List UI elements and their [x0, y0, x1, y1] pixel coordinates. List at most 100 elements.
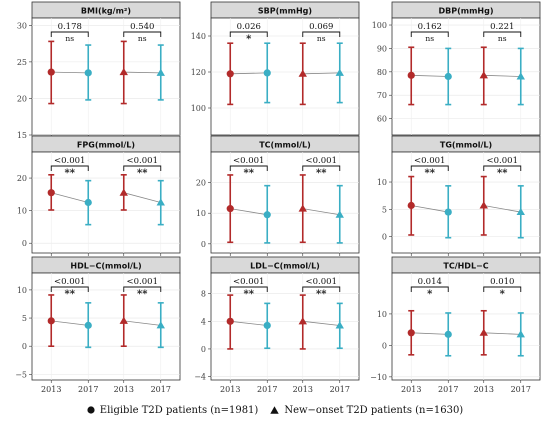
p-value-label: <0.001 — [54, 156, 85, 166]
p-value-label: <0.001 — [414, 156, 445, 166]
mean-point-triangle — [156, 68, 165, 76]
circle-marker-icon — [87, 406, 95, 414]
mean-point-circle — [47, 189, 55, 197]
mean-connector — [302, 208, 340, 216]
legend: Eligible T2D patients (n=1981) New−onset… — [0, 400, 550, 420]
mean-point-triangle — [119, 316, 128, 324]
significance-bracket — [410, 165, 449, 171]
mean-point-circle — [226, 317, 234, 325]
significance-bracket — [302, 31, 341, 37]
y-tick-label: 120 — [191, 68, 206, 77]
significance-label: ** — [137, 168, 148, 179]
legend-item-new-onset: New−onset T2D patients (n=1630) — [270, 405, 463, 416]
y-tick-label: 80 — [377, 68, 387, 77]
p-value-label: 0.026 — [237, 22, 261, 32]
mean-connector — [51, 320, 89, 326]
y-tick-label: 8 — [201, 290, 206, 299]
panel-title: TC(mmol/L) — [259, 141, 311, 150]
mean-connector — [411, 74, 449, 77]
y-tick-label: 10 — [17, 207, 27, 216]
mean-point-circle — [226, 205, 234, 213]
significance-label: * — [500, 289, 506, 300]
mean-point-circle — [84, 198, 92, 207]
y-tick-label: 20 — [17, 94, 27, 103]
y-tick-label: 15 — [17, 131, 27, 140]
significance-bracket — [229, 286, 268, 292]
mean-connector — [230, 320, 268, 326]
y-tick-label: 20 — [196, 179, 206, 188]
y-tick-label: 20 — [17, 174, 27, 183]
significance-bracket — [302, 165, 341, 171]
panel-5: TG(mmol/L) 0 5 10 <0.001 ** <0.001 ** — [377, 135, 541, 256]
panel-6: HDL−C(mmol/L) −5 0 5 10 2013 2017 2013 2017 <0.00… — [15, 256, 181, 394]
mean-point-circle — [263, 211, 271, 219]
panel-1: SBP(mmHg) 100 120 140 0.026 * 0.069 ns — [191, 1, 360, 138]
y-tick-label: 0 — [382, 341, 387, 350]
mean-connector — [302, 320, 340, 326]
mean-point-triangle — [479, 201, 488, 209]
y-tick-label: 60 — [377, 115, 387, 124]
mean-point-circle — [226, 70, 234, 78]
y-tick-label: 5 — [382, 205, 387, 214]
mean-point-triangle — [156, 321, 165, 329]
significance-bracket — [123, 286, 162, 292]
y-tick-label: 0 — [201, 345, 206, 354]
p-value-label: <0.001 — [306, 156, 337, 166]
mean-point-triangle — [479, 328, 488, 336]
plot-area — [210, 17, 360, 136]
y-tick-label: 0 — [201, 240, 206, 249]
plot-area — [31, 17, 181, 136]
p-value-label: <0.001 — [233, 156, 264, 166]
p-value-label: 0.010 — [490, 277, 514, 287]
mean-point-triangle — [119, 188, 128, 196]
mean-point-circle — [407, 201, 415, 210]
mean-point-triangle — [298, 317, 307, 325]
panel-title: HDL−C(mmol/L) — [70, 262, 141, 271]
x-tick-label: 2013 — [401, 385, 421, 394]
y-tick-label: 10 — [196, 209, 206, 218]
y-tick-label: 30 — [17, 21, 27, 30]
plot-area — [391, 272, 541, 381]
significance-bracket — [483, 31, 522, 37]
significance-label: ns — [498, 34, 507, 43]
mean-point-triangle — [479, 71, 488, 79]
p-value-label: 0.540 — [130, 22, 154, 32]
legend-label-eligible: Eligible T2D patients (n=1981) — [99, 404, 259, 416]
p-value-label: <0.001 — [54, 277, 85, 287]
panel-3: FPG(mmol/L) 0 10 20 <0.001 ** <0.001 ** — [17, 135, 181, 256]
mean-point-circle — [263, 321, 271, 330]
significance-bracket — [123, 31, 162, 37]
y-tick-label: 0 — [22, 342, 27, 351]
mean-connector — [302, 72, 340, 75]
y-tick-label: −10 — [370, 373, 387, 382]
y-tick-label: 5 — [22, 314, 27, 323]
x-tick-label: 2017 — [511, 385, 531, 394]
mean-point-triangle — [516, 207, 525, 216]
y-tick-label: −5 — [15, 370, 27, 379]
plot-area — [210, 272, 360, 381]
significance-label: ns — [317, 34, 326, 43]
y-tick-label: 0 — [22, 239, 27, 248]
y-tick-label: 100 — [191, 104, 206, 113]
y-tick-label: 10 — [17, 286, 27, 295]
mean-connector — [230, 72, 268, 75]
panel-7: LDL−C(mmol/L) −4 0 4 8 2013 2017 2013 2017 <0.001… — [194, 256, 360, 394]
x-tick-label: 2013 — [220, 385, 240, 394]
x-tick-label: 2017 — [78, 385, 98, 394]
significance-label: ns — [425, 34, 434, 43]
p-value-label: 0.178 — [58, 22, 82, 32]
plot-area — [31, 272, 181, 381]
mean-point-circle — [407, 329, 415, 337]
mean-connector — [123, 71, 161, 74]
significance-label: ** — [316, 289, 327, 300]
mean-point-circle — [47, 317, 55, 325]
significance-bracket — [123, 165, 162, 171]
y-tick-label: 70 — [377, 91, 387, 100]
significance-bracket — [410, 31, 449, 37]
p-value-label: <0.001 — [233, 277, 264, 287]
mean-connector — [483, 332, 521, 335]
mean-point-triangle — [335, 321, 344, 329]
p-value-label: <0.001 — [306, 277, 337, 287]
plot-area — [31, 151, 181, 254]
